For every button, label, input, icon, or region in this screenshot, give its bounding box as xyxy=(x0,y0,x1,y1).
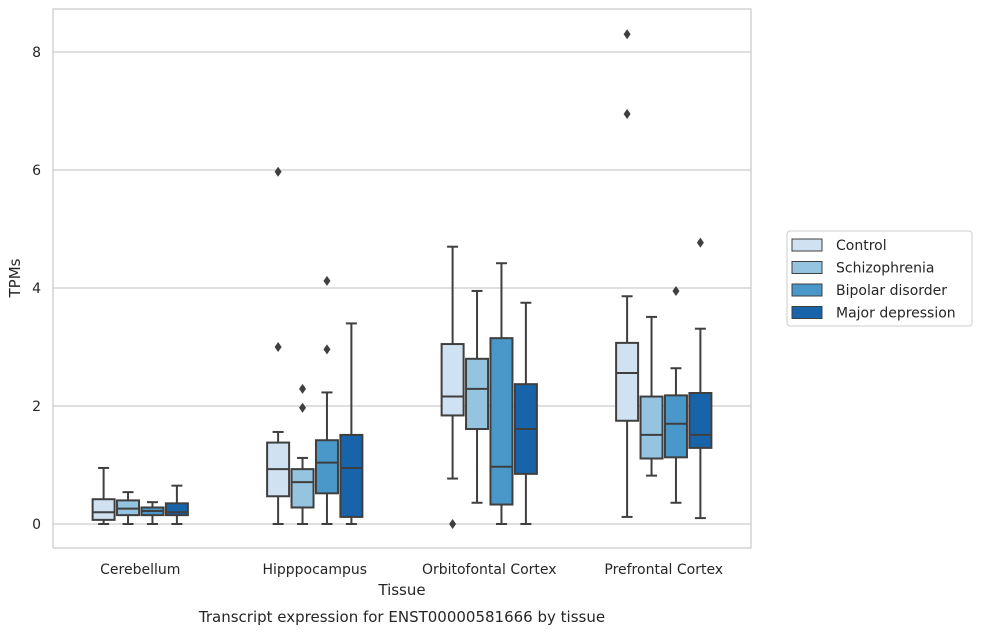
box-major-depression xyxy=(688,237,713,520)
legend-swatch xyxy=(791,261,823,274)
y-axis-ticks: 0 2 4 6 8 xyxy=(32,45,41,533)
outlier-point xyxy=(696,237,704,248)
outlier-point xyxy=(299,402,307,413)
box-bipolar-disorder xyxy=(663,285,688,504)
box-iqr xyxy=(639,395,664,460)
box-iqr xyxy=(688,392,713,449)
box-bipolar-disorder xyxy=(140,501,165,525)
legend-label: Schizophrenia xyxy=(836,261,934,277)
y-tick-label: 0 xyxy=(32,517,41,533)
box-iqr xyxy=(465,357,490,431)
legend-label: Control xyxy=(836,238,887,254)
box-control xyxy=(266,166,291,525)
legend-label: Major depression xyxy=(836,306,956,322)
box-iqr xyxy=(290,468,315,509)
y-axis-title: TPMs xyxy=(6,258,24,298)
legend: Control Schizophrenia Bipolar disorder Majo… xyxy=(786,230,973,327)
box-major-depression xyxy=(513,301,538,525)
box-schizophrenia xyxy=(290,383,315,525)
outlier-point xyxy=(274,342,282,352)
y-tick-label: 8 xyxy=(32,45,41,61)
box-iqr xyxy=(440,343,465,417)
box-schizophrenia xyxy=(116,491,141,525)
outlier-point xyxy=(323,344,331,355)
y-tick-label: 4 xyxy=(32,281,41,297)
outlier-point xyxy=(299,383,307,394)
box-schizophrenia xyxy=(639,315,664,477)
box-iqr xyxy=(314,439,339,495)
box-iqr xyxy=(164,502,189,517)
box-iqr xyxy=(663,394,688,459)
outlier-point xyxy=(672,285,680,296)
box-major-depression xyxy=(339,322,364,525)
box-control xyxy=(91,466,116,525)
box-iqr xyxy=(489,337,514,506)
x-tick-label: Orbitofontal Cortex xyxy=(422,562,557,578)
outlier-point xyxy=(623,29,631,40)
outlier-point xyxy=(274,166,282,177)
plot-frame xyxy=(52,8,752,549)
outlier-point xyxy=(623,108,631,119)
legend-label: Bipolar disorder xyxy=(836,283,947,299)
legend-swatch xyxy=(791,306,823,319)
outlier-point xyxy=(323,275,331,286)
x-axis-ticks: Cerebellum Hipppocampus Orbitofontal Corte… xyxy=(100,562,723,578)
box-iqr xyxy=(339,433,364,518)
box-bipolar-disorder xyxy=(314,275,339,525)
outlier-point xyxy=(449,519,457,529)
chart-caption: Transcript expression for ENST0000058166… xyxy=(198,608,605,626)
box-iqr xyxy=(91,498,116,521)
x-tick-label: Prefrontal Cortex xyxy=(604,562,723,578)
box-major-depression xyxy=(164,484,189,525)
y-tick-label: 6 xyxy=(32,163,41,179)
box-bipolar-disorder xyxy=(489,262,514,525)
legend-swatch xyxy=(791,238,823,252)
box-schizophrenia xyxy=(465,289,490,504)
x-tick-label: Hipppocampus xyxy=(262,562,367,578)
box-iqr xyxy=(615,341,640,422)
legend-swatch xyxy=(791,283,823,297)
x-tick-label: Cerebellum xyxy=(100,562,180,578)
box-plot-marks xyxy=(91,29,713,529)
x-axis-title: Tissue xyxy=(377,581,425,599)
box-control xyxy=(615,29,640,518)
legend-frame xyxy=(786,230,973,327)
box-control xyxy=(440,245,465,529)
y-tick-label: 2 xyxy=(32,399,41,415)
